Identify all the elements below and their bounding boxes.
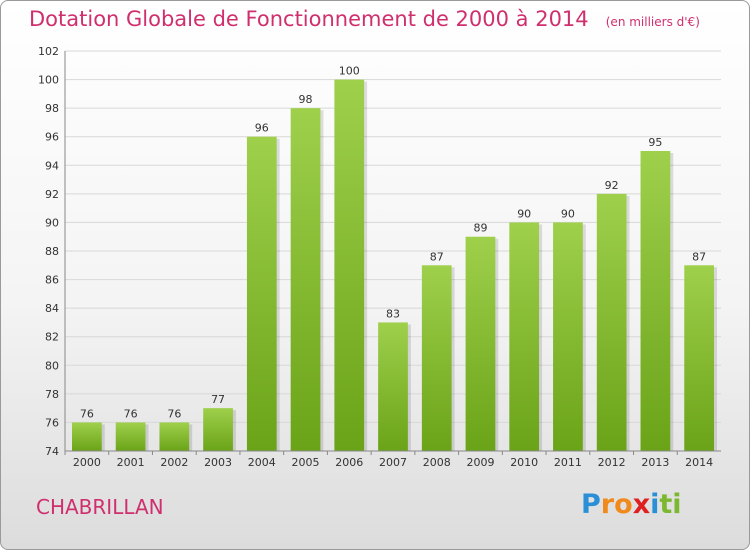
data-label: 76 (124, 407, 138, 420)
y-tick-label: 96 (45, 131, 59, 144)
bar-2000 (71, 422, 102, 451)
x-tick-label: 2001 (117, 456, 145, 469)
bar-2011 (553, 222, 583, 451)
bar-2010 (509, 222, 540, 451)
data-label: 98 (299, 93, 313, 106)
data-label: 83 (386, 307, 400, 320)
chart-subtitle: (en milliers d'€) (605, 15, 700, 29)
x-tick-label: 2014 (685, 456, 713, 469)
y-tick-label: 98 (45, 102, 59, 115)
x-tick-label: 2006 (335, 456, 363, 469)
data-label: 76 (80, 407, 94, 420)
x-tick-label: 2013 (641, 456, 669, 469)
bar-2013 (640, 151, 671, 451)
data-label: 87 (430, 250, 444, 263)
y-tick-label: 82 (45, 331, 59, 344)
data-label: 89 (473, 222, 487, 235)
y-tick-label: 100 (38, 74, 59, 87)
x-tick-label: 2012 (598, 456, 626, 469)
chart-title: Dotation Globale de Fonctionnement de 20… (29, 7, 589, 31)
y-tick-label: 88 (45, 245, 59, 258)
proxiti-logo: Proxiti (581, 489, 682, 520)
bar-2005 (290, 108, 321, 452)
y-tick-label: 102 (38, 45, 59, 58)
bar-2012 (596, 193, 627, 451)
y-tick-label: 78 (45, 388, 59, 401)
bar-2009 (465, 236, 496, 451)
y-tick-label: 84 (45, 302, 59, 315)
x-tick-label: 2002 (160, 456, 188, 469)
bar-2004 (246, 136, 277, 451)
x-tick-label: 2008 (423, 456, 451, 469)
logo-letter: r (600, 489, 615, 520)
commune-name: CHABRILLAN (36, 495, 164, 519)
logo-letter: t (659, 489, 673, 520)
logo-letter: i (672, 489, 682, 520)
x-tick-label: 2005 (292, 456, 320, 469)
data-label: 96 (255, 122, 269, 135)
y-tick-label: 74 (45, 445, 59, 458)
bar-2008 (421, 265, 452, 451)
data-label: 77 (211, 393, 225, 406)
logo-letter: x (632, 489, 651, 520)
data-label: 95 (648, 136, 662, 149)
y-tick-label: 94 (45, 159, 59, 172)
logo-letter: i (650, 489, 660, 520)
x-tick-label: 2003 (204, 456, 232, 469)
y-tick-label: 92 (45, 188, 59, 201)
bar-2001 (115, 422, 146, 451)
bar-2002 (159, 422, 190, 451)
x-tick-label: 2004 (248, 456, 276, 469)
logo-letter: o (614, 489, 633, 520)
x-tick-label: 2011 (554, 456, 582, 469)
bar-2007 (378, 322, 408, 451)
chart-title-block: Dotation Globale de Fonctionnement de 20… (29, 7, 700, 31)
y-tick-label: 80 (45, 359, 59, 372)
data-label: 87 (692, 250, 706, 263)
y-tick-label: 90 (45, 216, 59, 229)
y-tick-label: 76 (45, 416, 59, 429)
x-tick-label: 2000 (73, 456, 101, 469)
data-label: 76 (167, 407, 181, 420)
bar-2014 (684, 265, 715, 451)
data-label: 92 (605, 179, 619, 192)
bar-2006 (334, 79, 365, 452)
data-label: 90 (561, 207, 575, 220)
bar-2003 (203, 408, 233, 451)
data-label: 90 (517, 207, 531, 220)
data-label: 100 (339, 65, 360, 78)
x-tick-label: 2009 (466, 456, 494, 469)
x-tick-label: 2010 (510, 456, 538, 469)
y-tick-label: 86 (45, 274, 59, 287)
x-tick-label: 2007 (379, 456, 407, 469)
logo-letter: P (581, 489, 601, 520)
